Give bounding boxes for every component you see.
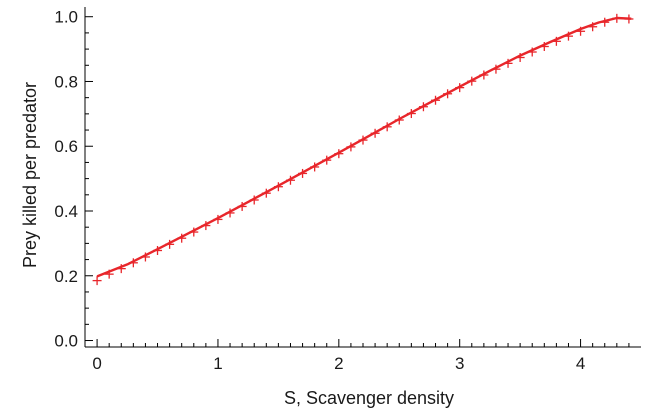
data-point-marker bbox=[140, 252, 150, 262]
data-point-marker bbox=[213, 214, 223, 224]
x-axis-label: S, Scavenger density bbox=[284, 388, 454, 408]
data-point-marker bbox=[177, 233, 187, 243]
data-point-marker bbox=[201, 221, 211, 231]
y-axis-ticks: 0.0 0.2 0.4 0.6 0.8 1.0 bbox=[54, 8, 93, 351]
data-point-marker bbox=[189, 227, 199, 237]
x-axis-ticks: 0 1 2 3 4 bbox=[84, 339, 630, 373]
data-point-marker bbox=[249, 195, 259, 205]
x-tick-label: 4 bbox=[576, 354, 585, 373]
plot-frame bbox=[84, 7, 641, 348]
data-point-marker bbox=[394, 115, 404, 125]
data-point-marker bbox=[261, 188, 271, 198]
data-point-marker bbox=[551, 36, 561, 46]
data-point-marker bbox=[479, 70, 489, 80]
data-point-marker bbox=[322, 155, 332, 165]
y-tick-label: 0.6 bbox=[54, 137, 78, 156]
y-tick-label: 1.0 bbox=[54, 8, 78, 27]
x-tick-label: 2 bbox=[334, 354, 343, 373]
data-point-marker bbox=[225, 208, 235, 218]
y-tick-label: 0.8 bbox=[54, 72, 78, 91]
data-point-marker bbox=[165, 239, 175, 249]
data-point-marker bbox=[539, 42, 549, 52]
data-point-marker bbox=[576, 26, 586, 36]
y-tick-label: 0.4 bbox=[54, 202, 78, 221]
data-point-marker bbox=[310, 162, 320, 172]
data-point-marker bbox=[612, 13, 622, 23]
data-point-marker bbox=[237, 201, 247, 211]
data-point-marker bbox=[624, 14, 634, 24]
x-tick-label: 0 bbox=[92, 354, 101, 373]
data-point-marker bbox=[92, 276, 102, 286]
data-point-marker bbox=[600, 17, 610, 27]
data-point-marker bbox=[298, 168, 308, 178]
data-point-marker bbox=[491, 64, 501, 74]
data-point-marker bbox=[153, 246, 163, 256]
data-point-marker bbox=[431, 95, 441, 105]
data-point-marker bbox=[588, 22, 598, 32]
data-point-marker bbox=[370, 128, 380, 138]
data-point-marker bbox=[443, 89, 453, 99]
data-point-marker bbox=[406, 109, 416, 119]
data-point-marker bbox=[346, 142, 356, 152]
data-point-marker bbox=[455, 83, 465, 93]
data-point-marker bbox=[104, 269, 114, 279]
data-point-marker bbox=[527, 47, 537, 57]
data-point-marker bbox=[116, 264, 126, 274]
x-tick-label: 3 bbox=[455, 354, 464, 373]
data-point-marker bbox=[515, 53, 525, 63]
data-point-marker bbox=[467, 76, 477, 86]
data-point-marker bbox=[418, 102, 428, 112]
y-tick-label: 0.2 bbox=[54, 267, 78, 286]
data-point-marker bbox=[128, 258, 138, 268]
data-point-marker bbox=[334, 149, 344, 159]
data-point-marker bbox=[273, 182, 283, 192]
x-tick-label: 1 bbox=[213, 354, 222, 373]
y-tick-label: 0.0 bbox=[54, 332, 78, 351]
data-point-marker bbox=[563, 31, 573, 41]
y-axis-label: Prey killed per predator bbox=[20, 82, 40, 268]
data-point-marker bbox=[503, 58, 513, 68]
data-point-marker bbox=[382, 122, 392, 132]
data-point-marker bbox=[358, 135, 368, 145]
series-layer bbox=[92, 13, 634, 286]
data-point-marker bbox=[285, 175, 295, 185]
